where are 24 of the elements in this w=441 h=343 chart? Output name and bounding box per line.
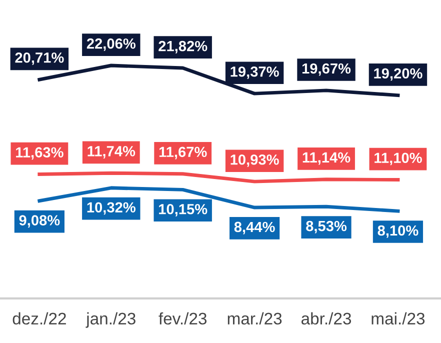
data-label: 19,37%: [230, 66, 279, 79]
data-label: 8,53%: [306, 220, 347, 234]
data-label: 11,63%: [16, 147, 64, 160]
data-label: 8,10%: [378, 225, 418, 238]
x-tick-label: mar./23: [228, 312, 282, 325]
data-label: 22,06%: [86, 38, 136, 51]
x-tick-label: mai./23: [372, 312, 425, 325]
data-label: 21,82%: [158, 40, 208, 54]
data-label: 11,14%: [302, 152, 350, 165]
data-label: 20,71%: [15, 52, 64, 65]
data-label: 11,67%: [159, 146, 207, 160]
data-label: 10,32%: [87, 202, 136, 215]
x-tick-label: abr./23: [301, 312, 352, 325]
data-label: 10,15%: [159, 204, 208, 216]
data-label: 10,93%: [230, 154, 279, 167]
data-label: 8,44%: [234, 222, 275, 234]
data-label: 19,67%: [302, 63, 351, 76]
data-label: 9,08%: [19, 215, 60, 228]
data-label: 11,74%: [88, 146, 136, 158]
data-label: 19,20%: [374, 68, 422, 81]
x-tick-label: dez./22: [12, 312, 66, 325]
x-tick-label: fev./23: [158, 312, 207, 325]
data-label: 11,10%: [374, 152, 422, 166]
x-tick-label: jan./23: [86, 312, 136, 328]
